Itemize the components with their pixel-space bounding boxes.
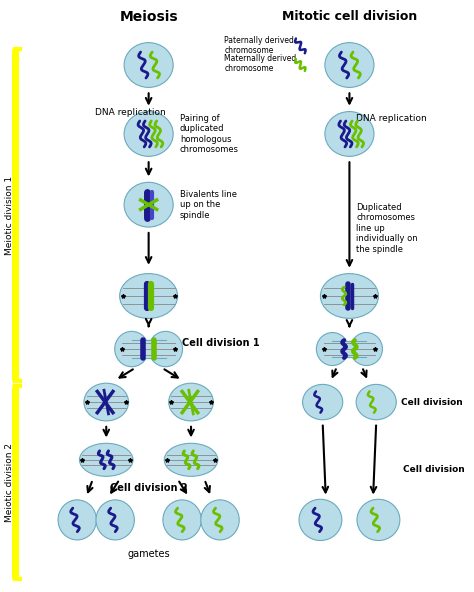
Text: Duplicated
chromosomes
line up
individually on
the spindle: Duplicated chromosomes line up individua…	[356, 203, 418, 253]
Ellipse shape	[119, 274, 178, 318]
Text: Meiotic division 2: Meiotic division 2	[5, 443, 14, 522]
Ellipse shape	[320, 274, 378, 318]
Ellipse shape	[302, 384, 343, 420]
Ellipse shape	[356, 384, 396, 420]
Ellipse shape	[169, 383, 213, 421]
Text: Maternally derived
chromosome: Maternally derived chromosome	[225, 53, 297, 73]
Text: gametes: gametes	[128, 549, 170, 559]
Text: Cell division 2: Cell division 2	[110, 484, 187, 493]
Ellipse shape	[149, 332, 182, 366]
Text: DNA replication: DNA replication	[95, 108, 166, 117]
Ellipse shape	[299, 499, 342, 540]
Text: Paternally derived
chromosome: Paternally derived chromosome	[225, 36, 294, 55]
Ellipse shape	[96, 500, 134, 540]
Ellipse shape	[115, 332, 149, 366]
Ellipse shape	[325, 111, 374, 156]
Ellipse shape	[84, 383, 128, 421]
Text: Cell division: Cell division	[403, 465, 465, 474]
Ellipse shape	[317, 333, 348, 365]
Ellipse shape	[124, 111, 173, 156]
Text: Mitotic cell division: Mitotic cell division	[282, 10, 417, 23]
Ellipse shape	[124, 182, 173, 227]
Text: Meiotic division 1: Meiotic division 1	[5, 175, 14, 255]
Ellipse shape	[163, 500, 201, 540]
Bar	[332, 341, 366, 358]
Ellipse shape	[201, 500, 239, 540]
Ellipse shape	[58, 500, 96, 540]
Text: DNA replication: DNA replication	[356, 114, 427, 123]
Text: Pairing of
duplicated
homologous
chromosomes: Pairing of duplicated homologous chromos…	[180, 114, 239, 154]
Ellipse shape	[80, 443, 133, 477]
Bar	[132, 340, 165, 358]
Ellipse shape	[164, 443, 218, 477]
Text: Bivalents line
up on the
spindle: Bivalents line up on the spindle	[180, 190, 237, 220]
Ellipse shape	[124, 43, 173, 88]
Ellipse shape	[325, 43, 374, 88]
Text: Cell division 1: Cell division 1	[182, 338, 260, 348]
Ellipse shape	[350, 333, 383, 365]
Text: Meiosis: Meiosis	[119, 10, 178, 24]
Text: Cell division: Cell division	[401, 398, 463, 407]
Ellipse shape	[357, 499, 400, 540]
